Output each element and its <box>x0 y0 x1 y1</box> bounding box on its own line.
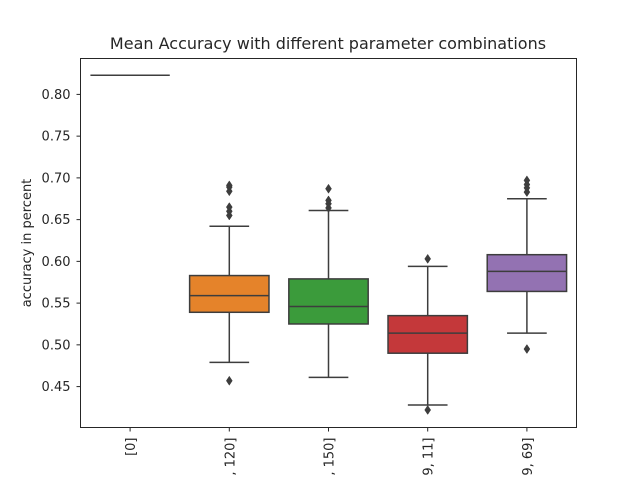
y-tick-label: 0.60 <box>42 255 71 270</box>
y-tick-label: 0.75 <box>42 130 71 145</box>
outlier-point <box>424 253 432 264</box>
box-group <box>387 253 469 415</box>
x-tick-label: 9, 69] <box>521 438 536 476</box>
y-tick-label: 0.65 <box>42 213 71 228</box>
outlier-point <box>225 375 233 386</box>
box-iqr <box>387 314 469 354</box>
outlier-point <box>225 180 233 191</box>
y-tick-label: 0.80 <box>42 88 71 103</box>
y-tick-label: 0.50 <box>42 338 71 353</box>
box-iqr <box>486 253 568 293</box>
outlier-point <box>523 344 531 354</box>
box-iqr <box>188 274 270 314</box>
box-group <box>188 180 270 386</box>
box-iqr <box>288 278 369 325</box>
outlier-point <box>325 195 332 206</box>
box-series <box>90 74 568 415</box>
y-tick-label: 0.70 <box>42 171 71 186</box>
y-axis-ticks: 0.45 0.50 0.55 0.60 0.65 0.70 0.75 0.80 <box>42 88 81 395</box>
x-tick-label: , 120] <box>223 438 238 476</box>
x-tick-label: , 150] <box>323 438 338 476</box>
y-tick-label: 0.55 <box>42 297 71 312</box>
chart-title: Mean Accuracy with different parameter c… <box>110 34 546 53</box>
box-group <box>486 175 568 354</box>
x-tick-label: 9, 11] <box>422 438 437 476</box>
outlier-point <box>225 202 233 213</box>
x-tick-label: [0] <box>124 438 139 456</box>
y-tick-label: 0.45 <box>42 380 71 395</box>
outlier-point <box>424 405 432 415</box>
y-axis-label: accuracy in percent <box>20 179 35 308</box>
box-group <box>288 183 369 379</box>
outlier-point <box>523 175 531 186</box>
outlier-point <box>325 183 332 194</box>
x-axis-ticks: [0] , 120] , 150] 9, 11] 9, 69] <box>124 427 536 476</box>
